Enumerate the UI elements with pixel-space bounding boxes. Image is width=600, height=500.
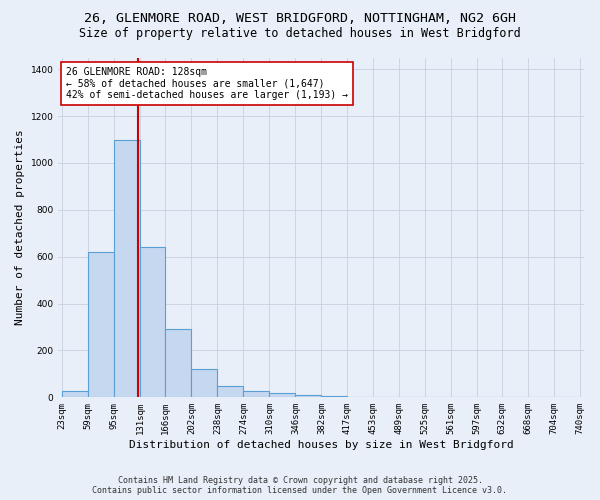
Bar [166,330,191,398]
Bar [217,386,244,398]
Bar [244,392,269,398]
Bar [295,395,322,398]
Bar [269,392,295,398]
Y-axis label: Number of detached properties: Number of detached properties [15,130,25,326]
Text: Contains HM Land Registry data © Crown copyright and database right 2025.
Contai: Contains HM Land Registry data © Crown c… [92,476,508,495]
Bar [140,248,166,398]
Bar [322,396,347,398]
Bar [62,392,88,398]
Bar [114,140,140,398]
Bar [88,252,114,398]
Text: Size of property relative to detached houses in West Bridgford: Size of property relative to detached ho… [79,28,521,40]
Bar [191,369,217,398]
X-axis label: Distribution of detached houses by size in West Bridgford: Distribution of detached houses by size … [128,440,514,450]
Text: 26 GLENMORE ROAD: 128sqm
← 58% of detached houses are smaller (1,647)
42% of sem: 26 GLENMORE ROAD: 128sqm ← 58% of detach… [65,67,347,100]
Text: 26, GLENMORE ROAD, WEST BRIDGFORD, NOTTINGHAM, NG2 6GH: 26, GLENMORE ROAD, WEST BRIDGFORD, NOTTI… [84,12,516,26]
